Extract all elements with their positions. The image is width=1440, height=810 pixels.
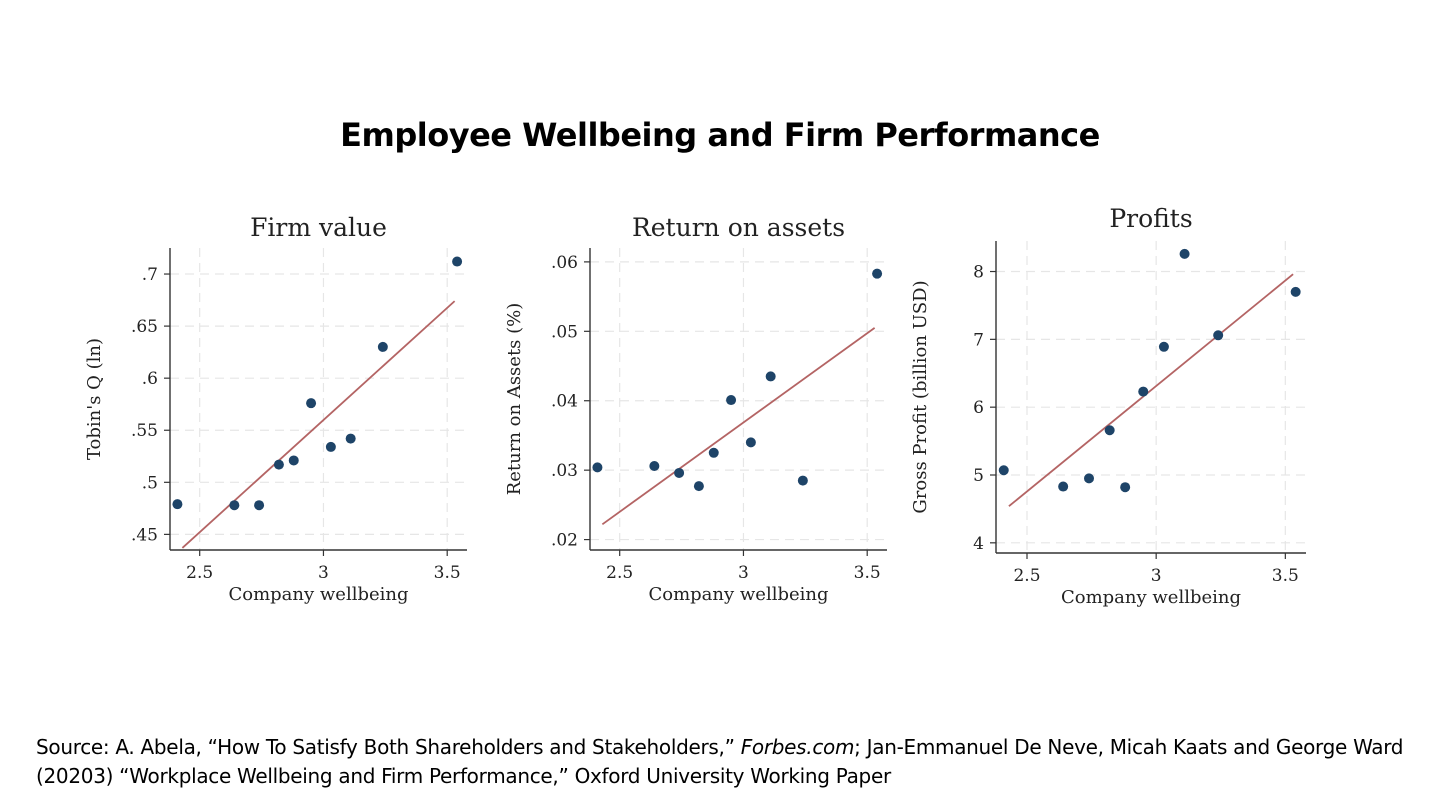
source-suffix: ; Jan-Emmanuel De Neve, Micah Kaats and …	[36, 735, 1404, 788]
chart1-data-point	[592, 462, 603, 473]
chart1-x-tick-label: 3.5	[854, 563, 881, 583]
chart1-data-point	[745, 437, 756, 448]
chart1-y-tick-label: .04	[551, 392, 578, 412]
chart2-data-point	[998, 465, 1009, 476]
chart2-y-tick-label: 5	[973, 466, 984, 486]
chart1-y-axis-label: Return on Assets (%)	[504, 303, 525, 496]
chart1-y-tick-label: .03	[551, 461, 578, 481]
chart2-data-point	[1158, 341, 1169, 352]
chart0-data-point	[273, 459, 284, 470]
source-citation: Source: A. Abela, “How To Satisfy Both S…	[36, 733, 1416, 791]
chart0-data-point	[254, 500, 265, 511]
chart-firm-value: Firm value .45 .5 .55 .6 .65 .7 2.5 3 3.5 Company …	[84, 213, 467, 605]
chart0-y-tick-label: .6	[142, 369, 158, 389]
chart0-x-tick-label: 2.5	[186, 563, 213, 583]
chart1-y-tick-label: .05	[551, 322, 578, 342]
chart1-data-point	[693, 481, 704, 492]
chart1-y-tick-label: .02	[551, 531, 578, 551]
chart2-y-tick-label: 4	[973, 534, 984, 554]
chart0-y-tick-label: .7	[142, 265, 158, 285]
chart0-fit-line	[181, 300, 456, 549]
chart1-data-point	[674, 467, 685, 478]
chart1-data-point	[765, 371, 776, 382]
chart2-data-point	[1179, 248, 1190, 259]
source-italic: Forbes.com	[740, 735, 855, 759]
chart0-data-point	[288, 455, 299, 466]
chart2-y-tick-label: 8	[973, 263, 984, 283]
chart1-fit-line	[601, 327, 876, 526]
chart2-x-tick-label: 2.5	[1013, 566, 1040, 586]
chart0-y-tick-label: .65	[131, 317, 158, 337]
chart1-title: Return on assets	[632, 213, 845, 242]
chart0-y-axis-label: Tobin's Q (ln)	[84, 338, 105, 460]
chart0-data-point	[345, 433, 356, 444]
chart2-data-point	[1290, 286, 1301, 297]
chart0-x-axis-label: Company wellbeing	[228, 584, 408, 605]
chart0-data-point	[172, 499, 183, 510]
chart0-data-point	[377, 341, 388, 352]
chart-profits: Profits 4 5 6 7 8 2.5 3 3.5 Company wellbeing Gros…	[910, 204, 1306, 608]
chart2-data-point	[1138, 386, 1149, 397]
chart2-data-point	[1120, 482, 1131, 493]
chart1-data-point	[726, 395, 737, 406]
chart1-x-tick-label: 2.5	[606, 563, 633, 583]
chart0-title: Firm value	[250, 213, 387, 242]
chart-return-on-assets: Return on assets .02 .03 .04 .05 .06 2.5 3 3.5 Co…	[504, 213, 887, 605]
chart1-data-point	[872, 268, 883, 279]
chart0-data-point	[306, 398, 317, 409]
chart2-y-axis-label: Gross Profit (billion USD)	[910, 280, 931, 513]
chart1-x-axis-label: Company wellbeing	[648, 584, 828, 605]
chart2-x-tick-label: 3	[1151, 566, 1162, 586]
chart2-data-point	[1104, 425, 1115, 436]
chart0-data-point	[229, 500, 240, 511]
chart1-x-tick-label: 3	[738, 563, 749, 583]
chart2-x-axis-label: Company wellbeing	[1061, 587, 1241, 608]
chart1-data-point	[649, 460, 660, 471]
slide-title: Employee Wellbeing and Firm Performance	[340, 116, 1100, 154]
chart0-y-tick-label: .45	[131, 525, 158, 545]
chart0-y-tick-label: .55	[131, 421, 158, 441]
chart2-y-tick-label: 6	[973, 398, 984, 418]
chart0-data-point	[325, 441, 336, 452]
chart2-data-point	[1213, 330, 1224, 341]
chart0-y-tick-label: .5	[142, 473, 158, 493]
chart1-data-point	[797, 475, 808, 486]
chart2-data-point	[1084, 473, 1094, 484]
chart2-fit-line	[1008, 273, 1294, 507]
chart2-data-point	[1058, 481, 1069, 492]
chart1-y-tick-label: .06	[551, 253, 578, 273]
chart0-data-point	[452, 256, 463, 267]
chart2-y-tick-label: 7	[973, 330, 984, 350]
chart0-x-tick-label: 3.5	[434, 563, 461, 583]
chart0-x-tick-label: 3	[318, 563, 329, 583]
source-prefix: Source: A. Abela, “How To Satisfy Both S…	[36, 735, 741, 759]
chart1-data-point	[708, 447, 719, 458]
chart2-title: Profits	[1109, 204, 1192, 233]
chart2-x-tick-label: 3.5	[1272, 566, 1299, 586]
